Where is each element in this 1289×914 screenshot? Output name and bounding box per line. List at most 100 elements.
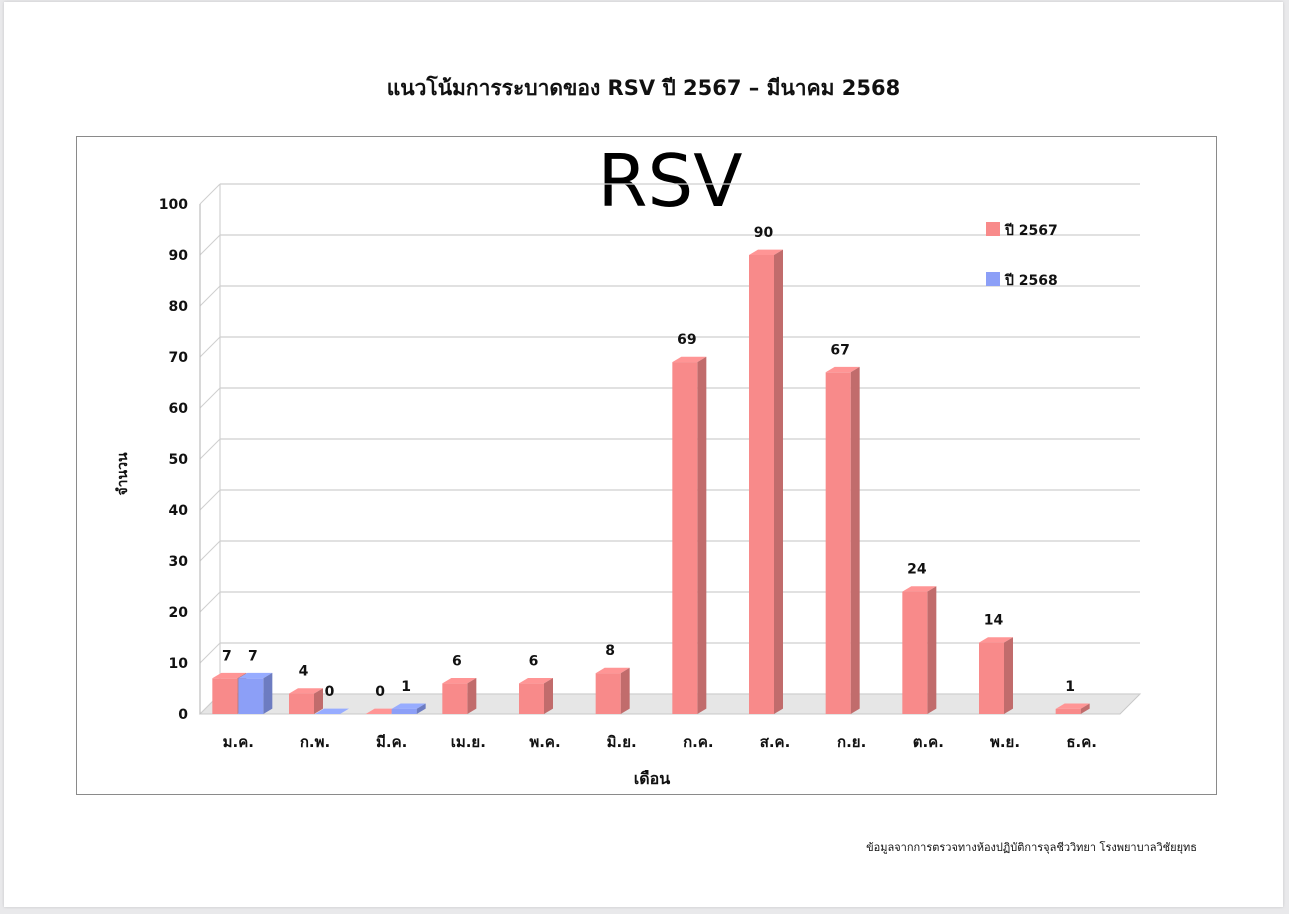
bar-top (672, 356, 707, 363)
data-label: 1 (1065, 679, 1075, 695)
y-tick-label: 90 (169, 248, 189, 264)
x-tick-label: มี.ค. (376, 733, 407, 751)
bar (238, 672, 273, 714)
bar (289, 688, 323, 714)
x-axis-label: เดือน (634, 769, 670, 788)
bar-side (314, 688, 323, 714)
x-tick-label: ธ.ค. (1066, 733, 1097, 751)
bar-front (595, 673, 621, 714)
bar-top (315, 708, 349, 714)
bar (979, 637, 1013, 714)
bar (442, 678, 477, 714)
bar-front (391, 708, 417, 714)
bar-side (927, 586, 937, 714)
chart-title: แนวโน้มการระบาดของ RSV ปี 2567 – มีนาคม … (386, 76, 901, 100)
bar-top (289, 688, 323, 694)
bar (672, 356, 707, 714)
bar (825, 366, 860, 714)
y-tick-label: 10 (169, 656, 189, 672)
bar (902, 586, 937, 714)
gridline-depth (199, 285, 221, 307)
bar-top (238, 672, 273, 679)
bar-side (774, 249, 783, 714)
bar-side (544, 678, 553, 714)
bar-top (212, 672, 247, 679)
bar-side (416, 703, 426, 714)
x-tick-label: ส.ค. (760, 733, 791, 751)
bar-side (850, 366, 860, 714)
legend-label: ปี 2567 (1004, 223, 1058, 239)
bar-front (825, 372, 851, 714)
data-label: 0 (375, 684, 385, 700)
gridline-depth (199, 438, 221, 460)
data-label: 14 (984, 613, 1004, 629)
y-tick-label: 60 (169, 401, 189, 417)
legend-swatch (986, 222, 1000, 236)
bar (519, 678, 553, 714)
gridline-depth (199, 336, 221, 358)
bar-side (620, 667, 630, 714)
bar-front (519, 683, 544, 714)
data-label: 90 (754, 225, 774, 241)
bar-top (365, 708, 400, 714)
gridline-depth (199, 642, 221, 664)
data-label: 7 (248, 648, 258, 664)
bar-top (519, 678, 553, 684)
bar (365, 708, 400, 714)
data-label: 4 (299, 664, 309, 680)
y-tick-label: 70 (169, 350, 189, 366)
report-page: แนวโน้มการระบาดของ RSV ปี 2567 – มีนาคม … (4, 2, 1283, 907)
bar (749, 249, 783, 714)
bar-front (979, 642, 1004, 714)
bar-front (749, 255, 774, 714)
bar-front (238, 678, 264, 714)
chart-subtitle: RSV (598, 139, 743, 223)
x-tick-label: ม.ค. (223, 733, 254, 751)
data-label: 8 (605, 643, 615, 659)
x-tick-label: ต.ค. (913, 733, 944, 751)
data-label: 6 (529, 653, 539, 669)
gridline-depth (199, 387, 221, 409)
y-tick-label: 30 (169, 554, 189, 570)
y-tick-label: 50 (169, 452, 189, 468)
bar-front (442, 683, 468, 714)
data-label: 69 (677, 332, 696, 348)
y-axis-label: จำนวน (115, 452, 131, 495)
y-tick-label: 80 (169, 299, 189, 315)
bar-front (289, 693, 314, 714)
y-tick-label: 0 (178, 707, 188, 723)
data-label: 24 (907, 562, 927, 578)
gridline-depth (199, 489, 221, 511)
bar-front (672, 362, 698, 714)
bar (595, 667, 630, 714)
data-label: 1 (401, 679, 411, 695)
bar (391, 703, 426, 714)
bar-top (1055, 703, 1090, 709)
bar-front (212, 678, 238, 714)
data-label: 6 (452, 653, 462, 669)
bar-top (749, 249, 783, 255)
bar-front (902, 591, 928, 714)
x-tick-label: ก.ย. (837, 733, 866, 751)
bar-side (1080, 703, 1090, 714)
y-tick-label: 20 (169, 605, 189, 621)
bar (1055, 703, 1090, 714)
legend-swatch (986, 272, 1000, 286)
bar-top (902, 586, 937, 592)
x-tick-label: มิ.ย. (607, 733, 637, 751)
gridline-depth (199, 234, 221, 256)
bar-top (442, 678, 477, 684)
bar-top (391, 703, 426, 709)
gridline-depth (199, 591, 221, 613)
y-tick-label: 40 (169, 503, 189, 519)
x-tick-label: พ.ค. (529, 733, 560, 751)
bar-top (595, 667, 630, 674)
x-tick-label: ก.ค. (683, 733, 714, 751)
gridline-depth (199, 183, 221, 205)
y-tick-label: 100 (159, 197, 188, 213)
x-tick-label: เม.ย. (451, 733, 486, 751)
bar-side (1004, 637, 1013, 714)
bar-side (697, 356, 707, 714)
data-label: 0 (325, 684, 335, 700)
x-tick-label: พ.ย. (990, 733, 1020, 751)
